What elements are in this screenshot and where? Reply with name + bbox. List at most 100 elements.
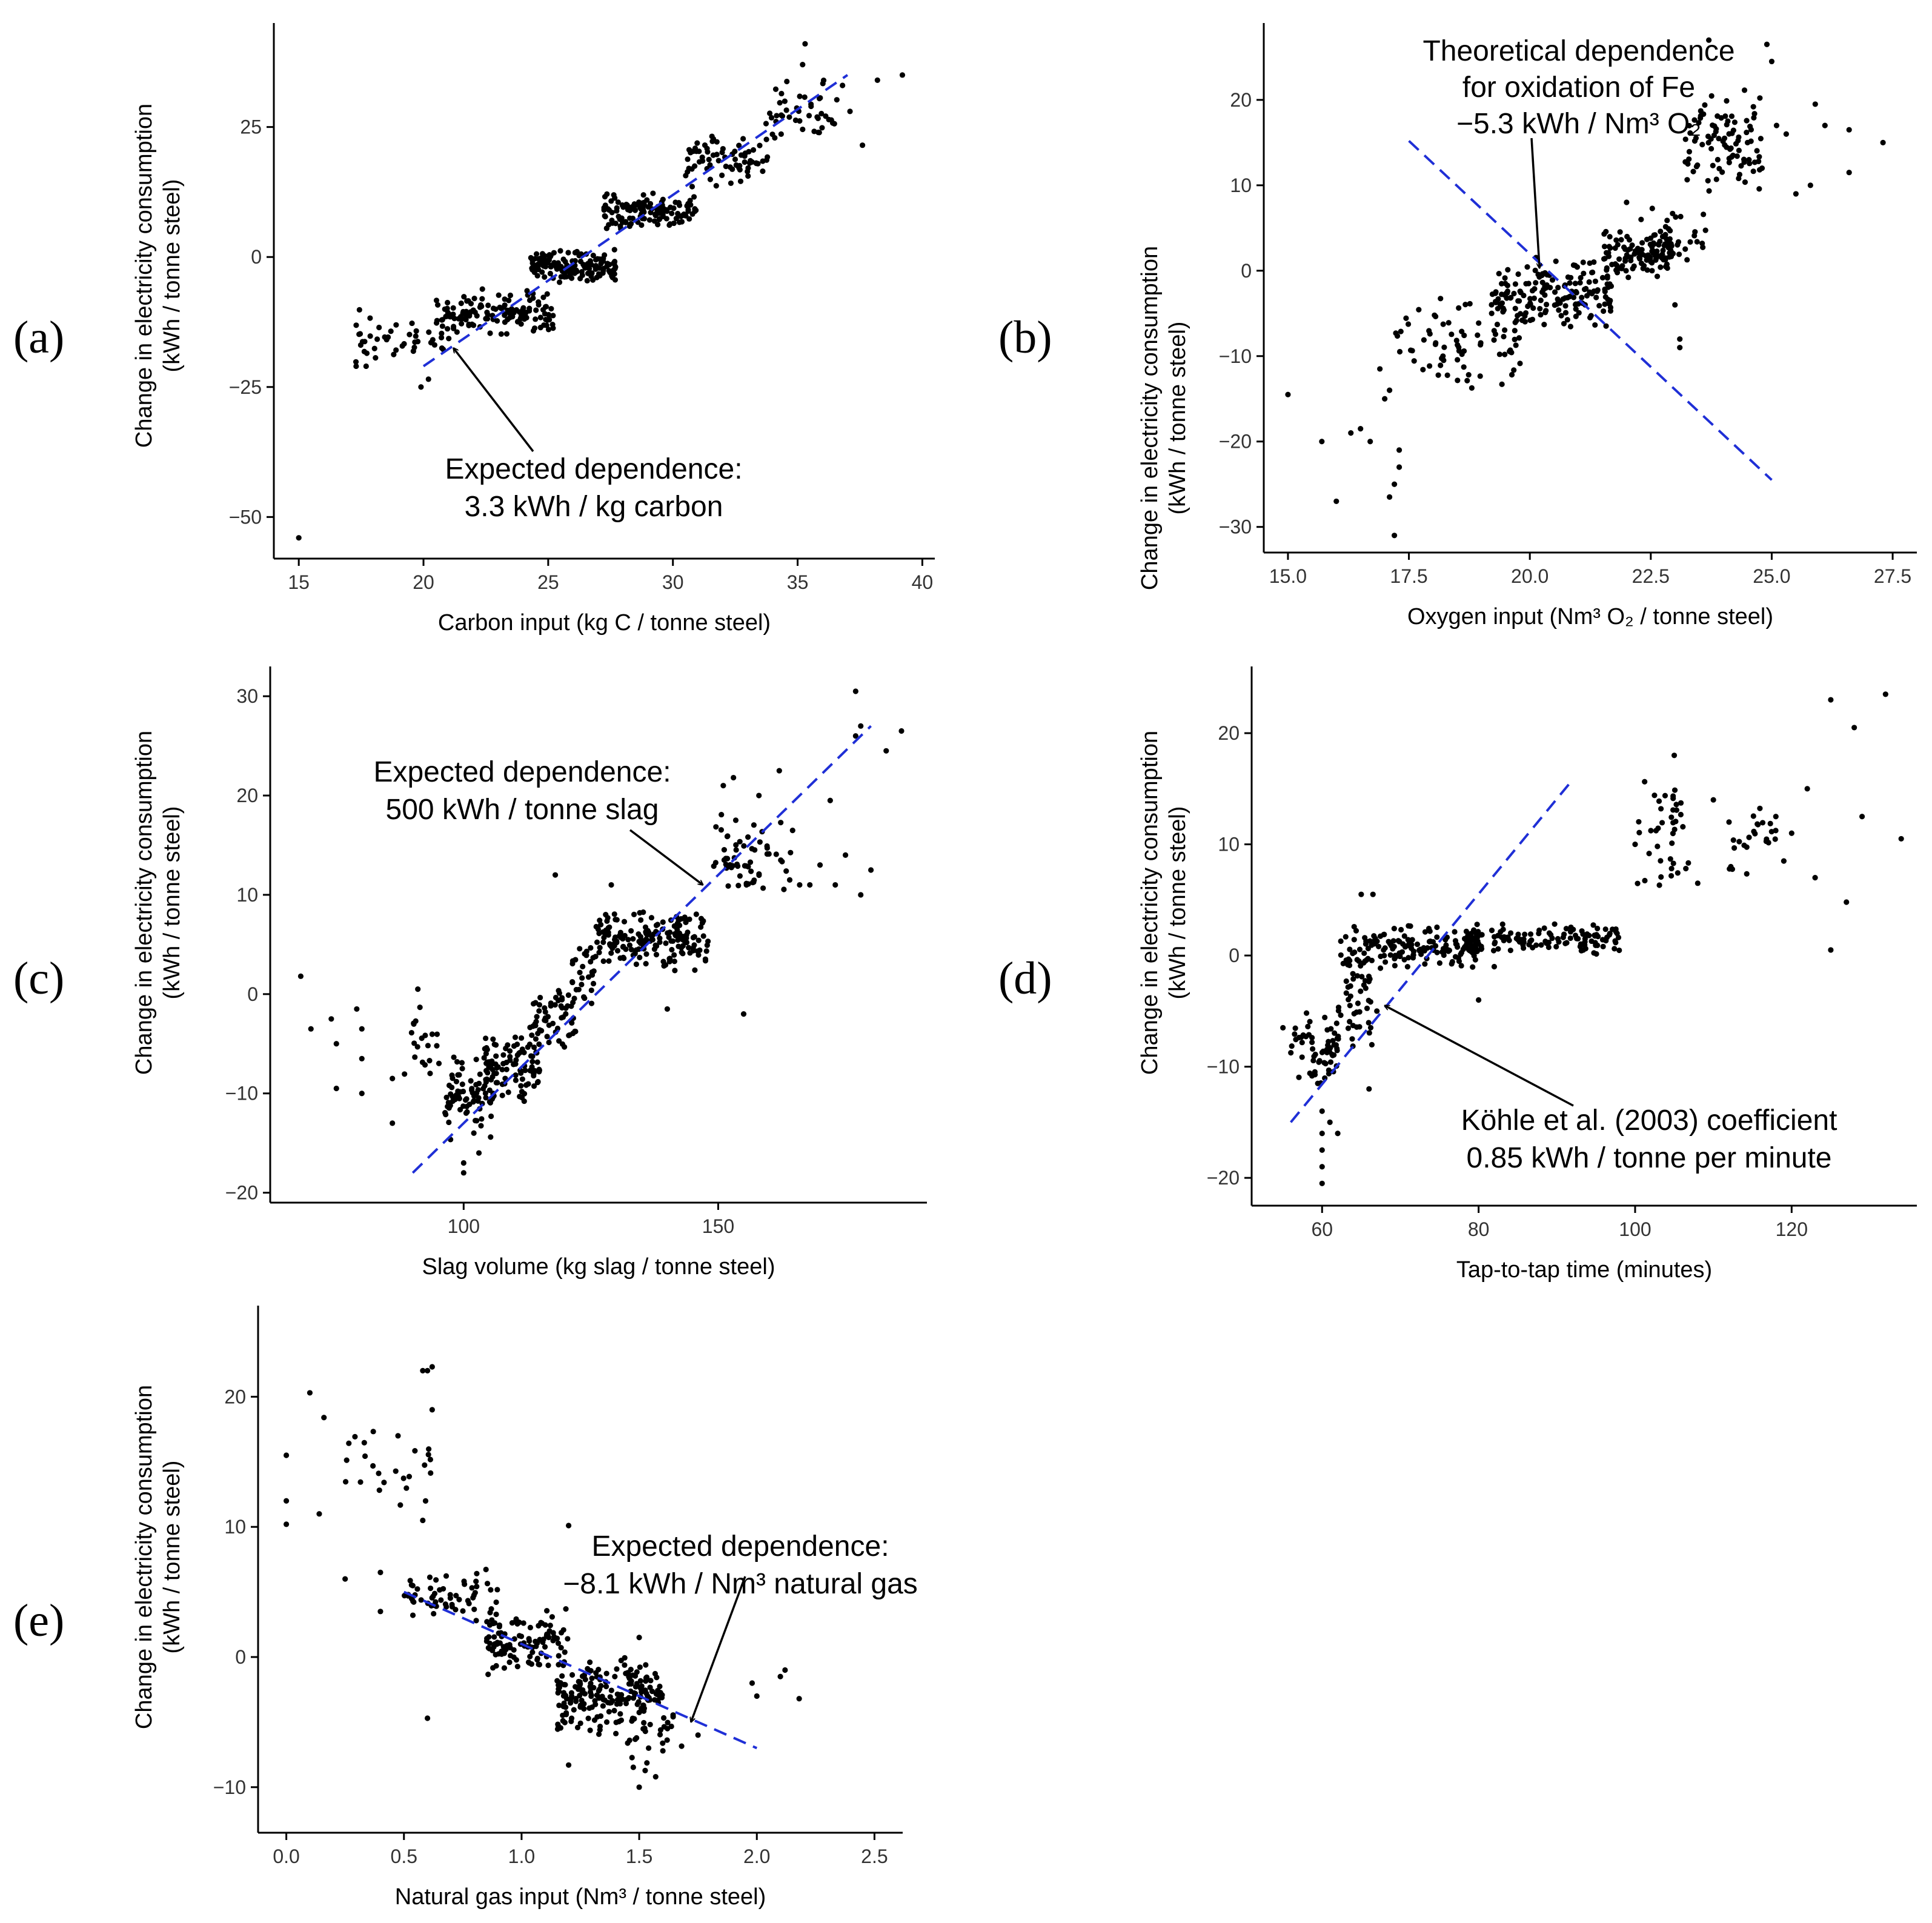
scatter-point: [1596, 302, 1602, 309]
scatter-point: [1335, 1131, 1341, 1137]
scatter-point: [1604, 265, 1610, 271]
scatter-point: [438, 1597, 444, 1603]
scatter-point: [1613, 237, 1619, 243]
scatter-point: [425, 1043, 431, 1049]
scatter-point: [1532, 267, 1538, 273]
scatter-point: [1516, 298, 1522, 304]
scatter-point: [673, 216, 679, 222]
scatter-point: [642, 924, 649, 931]
scatter-point: [669, 946, 675, 953]
scatter-point: [1715, 113, 1721, 119]
chart-panel-a: 15 20 25 30 35 40 −50 −25 0 25 Carbon input (kg C …: [131, 23, 935, 636]
scatter-point: [1728, 863, 1734, 870]
scatter-point: [373, 355, 379, 361]
scatter-point: [1553, 943, 1559, 950]
scatter-point: [1326, 1071, 1332, 1077]
dependence-line: [1408, 140, 1773, 481]
scatter-point: [1539, 279, 1545, 285]
scatter-point: [1440, 321, 1446, 327]
scatter-point: [1744, 129, 1750, 136]
scatter-point: [650, 190, 656, 196]
scatter-point: [1601, 244, 1608, 250]
scatter-point: [424, 1715, 431, 1721]
scatter-point: [1582, 936, 1588, 942]
scatter-point: [1710, 797, 1716, 803]
scatter-point: [514, 1041, 520, 1048]
scatter-point: [1678, 811, 1684, 818]
scatter-point: [622, 932, 628, 938]
chart-panel-e: 0.0 0.5 1.0 1.5 2.0 2.5 −10 0 10 20 Natural gas in…: [131, 1306, 918, 1910]
scatter-point: [657, 939, 663, 945]
scatter-point: [1492, 290, 1498, 296]
scatter-point: [548, 305, 554, 312]
scatter-point: [1781, 858, 1787, 864]
scatter-point: [1592, 278, 1599, 284]
scatter-point: [483, 1068, 490, 1074]
scatter-point: [756, 872, 762, 878]
y-tick-label: 20: [236, 785, 258, 806]
scatter-point: [631, 201, 637, 207]
scatter-point: [1705, 178, 1711, 184]
scatter-point: [1662, 231, 1668, 237]
scatter-point: [1747, 124, 1753, 130]
scatter-point: [748, 158, 754, 164]
scatter-point: [1603, 937, 1609, 944]
scatter-point: [818, 110, 825, 117]
scatter-point: [393, 322, 399, 328]
scatter-point: [556, 1702, 562, 1709]
scatter-point: [1322, 1014, 1328, 1020]
scatter-point: [1655, 843, 1661, 849]
scatter-point: [1882, 691, 1888, 697]
scatter-point: [692, 967, 698, 973]
scatter-point: [731, 774, 737, 781]
annotation-arrow: [453, 348, 534, 453]
scatter-point: [367, 315, 373, 321]
scatter-point: [1492, 331, 1499, 337]
scatter-point: [453, 1078, 459, 1084]
scatter-point: [806, 113, 812, 119]
scatter-point: [782, 1667, 788, 1673]
scatter-point: [434, 1043, 440, 1049]
scatter-point: [659, 1692, 665, 1698]
scatter-point: [522, 1068, 528, 1074]
scatter-point: [1684, 177, 1690, 183]
scatter-point: [1455, 357, 1461, 363]
scatter-point: [1701, 211, 1707, 218]
scatter-point: [1690, 168, 1696, 174]
scatter-point: [577, 1720, 583, 1726]
scatter-point: [445, 310, 451, 316]
scatter-point: [713, 183, 719, 189]
scatter-point: [611, 1707, 617, 1714]
dependence-line: [411, 725, 872, 1174]
scatter-point: [506, 1048, 513, 1054]
scatter-point: [1454, 944, 1461, 950]
scatter-point: [427, 1058, 433, 1064]
scatter-point: [1348, 430, 1354, 436]
scatter-point: [661, 1715, 667, 1721]
scatter-point: [637, 1684, 643, 1690]
scatter-point: [1367, 1025, 1374, 1031]
y-tick-label: 0: [247, 983, 258, 1005]
scatter-point: [1519, 317, 1525, 324]
y-tick-label: 20: [1218, 722, 1240, 744]
scatter-point: [625, 1696, 631, 1702]
scatter-point: [1668, 241, 1674, 247]
scatter-point: [1728, 145, 1734, 151]
scatter-point: [733, 847, 739, 853]
scatter-point: [1396, 447, 1403, 453]
scatter-point: [545, 1632, 551, 1638]
scatter-point: [1359, 974, 1365, 980]
scatter-point: [611, 267, 617, 273]
scatter-point: [536, 1008, 542, 1014]
scatter-point: [641, 216, 648, 222]
scatter-point: [410, 1583, 416, 1589]
scatter-point: [1859, 814, 1865, 820]
scatter-point: [1502, 275, 1508, 281]
scatter-point: [568, 1715, 575, 1721]
scatter-point: [1590, 922, 1596, 928]
scatter-point: [640, 200, 646, 206]
scatter-point: [1573, 288, 1579, 295]
scatter-point: [1351, 937, 1357, 943]
scatter-point: [633, 961, 639, 968]
scatter-point: [660, 205, 666, 211]
